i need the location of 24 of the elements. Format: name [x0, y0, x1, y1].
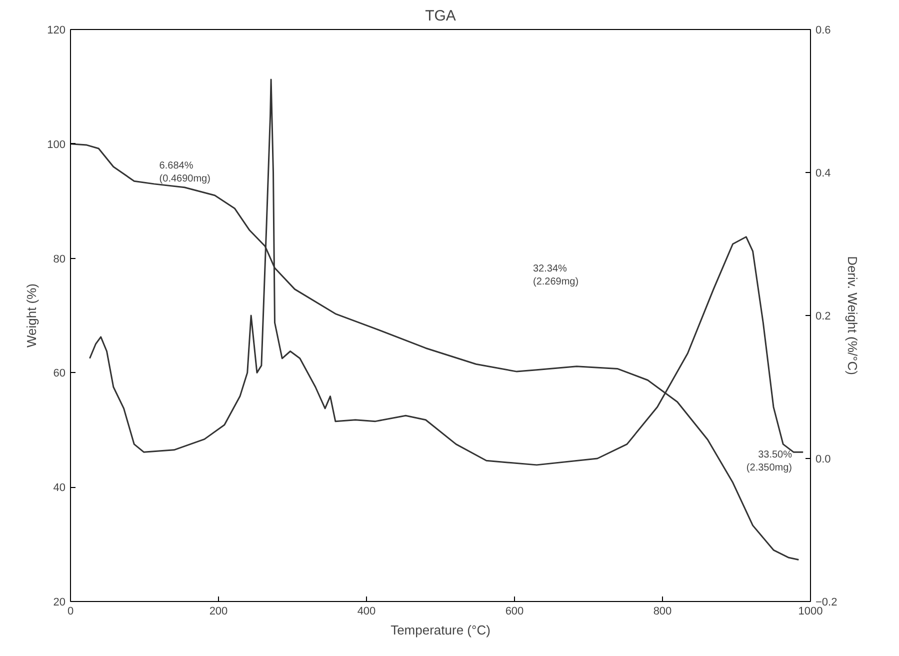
y-axis-title: Weight (%) — [24, 283, 40, 348]
annotation: 33.50% (2.350mg) — [746, 449, 792, 474]
chart-title: TGA — [425, 8, 456, 24]
x-tick-label: 800 — [653, 606, 672, 618]
y2-tick-label: 0.2 — [816, 310, 831, 322]
y2-tick-label: 0.0 — [816, 454, 831, 466]
annotation: 32.34% (2.269mg) — [533, 263, 579, 288]
x-tick-label: 0 — [67, 606, 74, 618]
y-tick-label: 80 — [53, 253, 66, 266]
y2-tick-label: −0.2 — [816, 596, 838, 608]
y-tick-label: 20 — [53, 596, 66, 608]
y2-tick-label: 0.4 — [816, 168, 831, 180]
y-tick-label: 40 — [53, 482, 66, 494]
y-tick-label: 120 — [47, 24, 66, 36]
y-tick-label: 100 — [47, 138, 66, 151]
x-tick-label: 600 — [505, 606, 524, 618]
y2-axis-title: Deriv. Weight (%/°C) — [845, 256, 860, 375]
x-axis-title: Temperature (°C) — [390, 622, 490, 638]
x-tick-label: 200 — [209, 606, 228, 618]
y2-tick-label: 0.6 — [816, 24, 831, 36]
y-tick-label: 60 — [53, 368, 66, 380]
annotation: 6.684% (0.4690mg) — [159, 160, 210, 185]
x-tick-label: 400 — [357, 606, 376, 618]
x-tick-label: 1000 — [798, 606, 823, 618]
